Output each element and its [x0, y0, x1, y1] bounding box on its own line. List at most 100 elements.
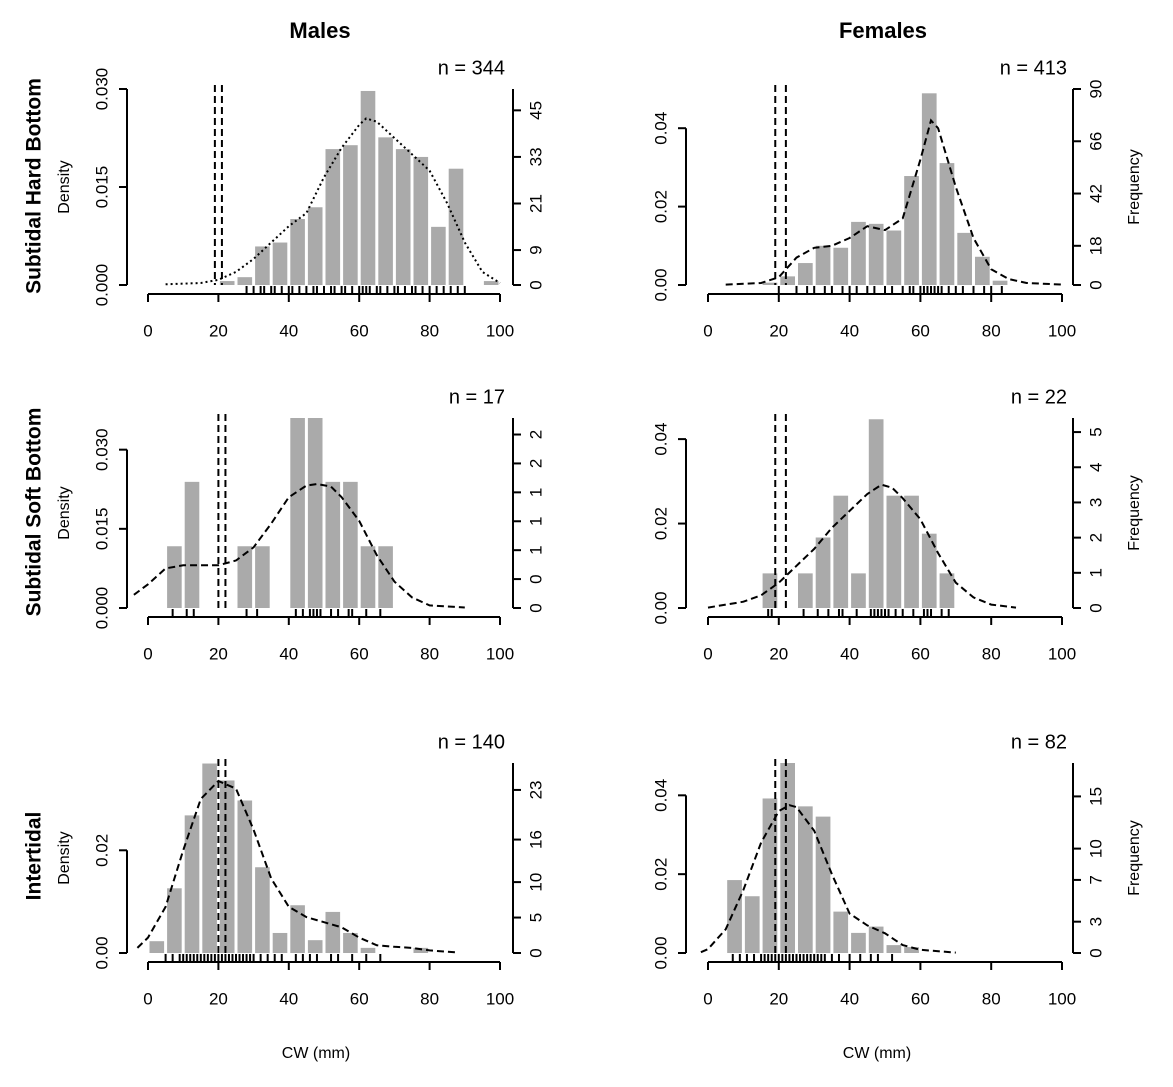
y-tick-label: 0.04 [651, 423, 670, 456]
bar [904, 947, 919, 953]
x-tick-label: 40 [840, 321, 859, 340]
y2-tick-label: 9 [526, 245, 545, 254]
bar [868, 419, 884, 608]
bar [167, 546, 182, 608]
bar [237, 277, 253, 285]
y2-tick-label: 0 [1086, 280, 1105, 289]
y2-tick-label: 0 [526, 280, 545, 289]
y-tick-label: 0.02 [651, 858, 670, 891]
y2-tick-label: 3 [1086, 498, 1105, 507]
y2-tick-label: 0 [526, 948, 545, 957]
bar [921, 533, 937, 608]
bar [992, 280, 1008, 285]
y2-tick-label: 0 [1086, 603, 1105, 612]
x-tick-label: 0 [143, 644, 152, 663]
y2-tick-label: 0 [526, 603, 545, 612]
x-tick-label: 80 [982, 644, 1001, 663]
y-tick-label: 0.030 [92, 428, 111, 471]
y-tick-label: 0.000 [92, 587, 111, 630]
bar [798, 806, 813, 953]
bar [413, 156, 429, 285]
y2-tick-label: 45 [526, 101, 545, 120]
bar [255, 546, 270, 608]
y-tick-label: 0.00 [651, 591, 670, 624]
bar [833, 495, 849, 608]
bar [815, 537, 831, 608]
bar [307, 207, 323, 285]
y2-tick-label: 2 [526, 430, 545, 439]
bar [343, 932, 358, 953]
bar [833, 911, 849, 953]
x-tick-label: 60 [911, 989, 930, 1008]
sample-size: n = 17 [449, 386, 505, 408]
row-title: Subtidal Hard Bottom [23, 78, 46, 294]
density-curve [725, 118, 1063, 286]
bar [815, 816, 831, 953]
x-tick-label: 60 [350, 989, 369, 1008]
y-tick-label: 0.015 [92, 166, 111, 209]
x-axis-label: CW (mm) [843, 1045, 911, 1062]
y2-axis-label: Frequency [1126, 475, 1143, 551]
x-tick-label: 20 [769, 321, 788, 340]
bar [184, 481, 200, 608]
bar [184, 815, 200, 953]
y-axis-label: Density [56, 160, 73, 213]
x-tick-label: 100 [486, 644, 514, 663]
y-axis-label: Density [56, 831, 73, 884]
y-tick-label: 0.00 [651, 936, 670, 969]
bar [448, 168, 464, 285]
bar [378, 546, 393, 608]
y2-tick-label: 66 [1086, 132, 1105, 151]
x-tick-label: 80 [420, 321, 439, 340]
bar [413, 947, 429, 953]
bar [815, 245, 831, 285]
y2-tick-label: 5 [526, 913, 545, 922]
y-tick-label: 0.015 [92, 508, 111, 551]
y2-tick-label: 3 [1086, 917, 1105, 926]
y2-tick-label: 90 [1086, 80, 1105, 99]
bar [762, 573, 778, 608]
x-tick-label: 40 [840, 644, 859, 663]
bar [167, 888, 182, 953]
bar [202, 763, 217, 953]
y2-tick-label: 0 [526, 574, 545, 583]
x-tick-label: 80 [420, 644, 439, 663]
x-tick-label: 0 [703, 321, 712, 340]
x-tick-label: 20 [209, 644, 228, 663]
bar [431, 226, 446, 285]
bar [272, 242, 288, 285]
bar [237, 800, 253, 953]
x-tick-label: 40 [279, 644, 298, 663]
y2-tick-label: 15 [1086, 787, 1105, 806]
bar [325, 481, 341, 608]
column-title: Males [289, 18, 350, 43]
x-axis-label: CW (mm) [282, 1045, 350, 1062]
y-tick-label: 0.04 [651, 112, 670, 145]
bar [360, 947, 376, 953]
bar [851, 221, 866, 285]
x-tick-label: 0 [143, 321, 152, 340]
bar [219, 780, 235, 953]
x-tick-label: 0 [703, 989, 712, 1008]
row-title: Intertidal [23, 812, 46, 901]
bar [395, 149, 411, 285]
bar [868, 223, 884, 285]
bar [780, 276, 795, 285]
bar [798, 263, 813, 285]
bar [868, 926, 884, 953]
y-tick-label: 0.04 [651, 779, 670, 812]
y2-tick-label: 18 [1086, 236, 1105, 255]
bar [483, 281, 499, 285]
y2-tick-label: 0 [1086, 948, 1105, 957]
row-title: Subtidal Soft Bottom [23, 408, 46, 617]
bar [833, 247, 849, 285]
x-tick-label: 20 [769, 644, 788, 663]
bar [343, 145, 358, 285]
x-tick-label: 60 [911, 321, 930, 340]
x-tick-label: 60 [350, 321, 369, 340]
column-title: Females [839, 18, 927, 43]
y2-tick-label: 10 [1086, 839, 1105, 858]
x-tick-label: 0 [703, 644, 712, 663]
bar [255, 246, 270, 285]
y-tick-label: 0.02 [651, 190, 670, 223]
